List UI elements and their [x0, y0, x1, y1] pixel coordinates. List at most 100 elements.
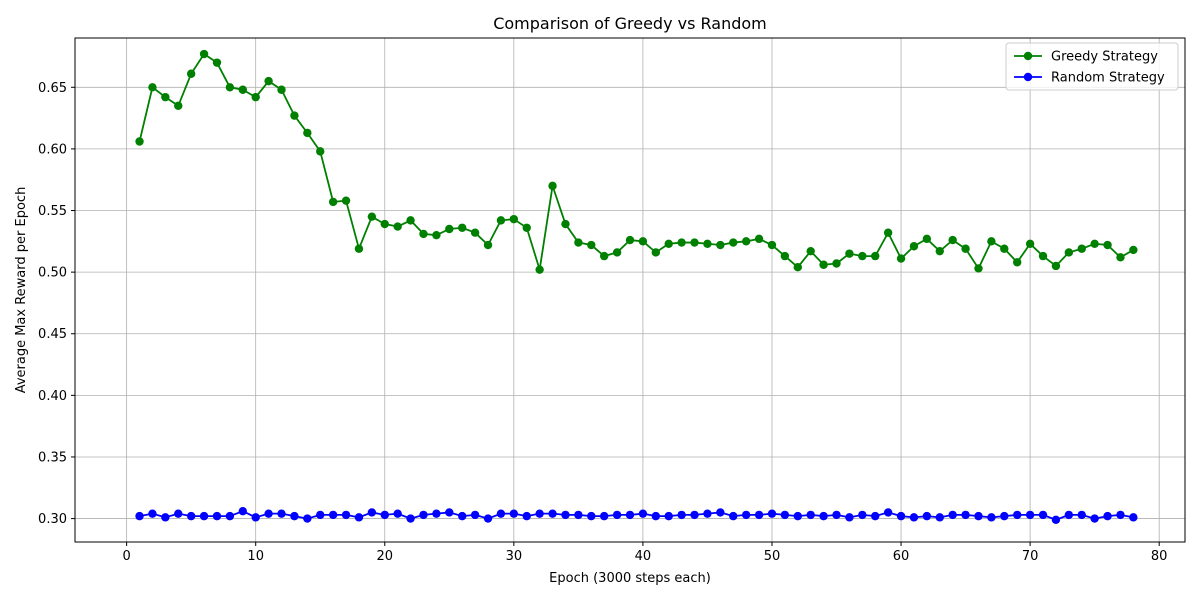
- data-point: [948, 510, 957, 520]
- data-point: [238, 506, 247, 516]
- data-point: [896, 511, 906, 521]
- data-point: [186, 69, 196, 78]
- grid: [75, 38, 1185, 542]
- data-point: [1051, 261, 1061, 271]
- data-point: [264, 76, 273, 86]
- data-point: [419, 510, 428, 520]
- data-point: [716, 240, 725, 250]
- data-point: [1077, 510, 1086, 520]
- data-point: [599, 511, 609, 521]
- data-point: [987, 513, 996, 522]
- axes: 0 10 20 30 40 50 60 70 80 0.30 0.35 0.40 0.45 0.50 0.5…: [38, 81, 1167, 564]
- data-point: [303, 514, 312, 523]
- data-point: [612, 248, 622, 257]
- data-point: [599, 251, 609, 261]
- data-point: [780, 510, 790, 520]
- data-point: [961, 244, 970, 253]
- data-point: [729, 238, 738, 247]
- data-point: [225, 511, 235, 521]
- data-point: [148, 83, 157, 92]
- data-point: [909, 242, 919, 251]
- data-point: [1090, 514, 1099, 523]
- data-point: [561, 219, 570, 229]
- data-point: [483, 240, 493, 250]
- data-point: [1116, 253, 1125, 262]
- data-point: [367, 508, 377, 517]
- data-point: [638, 509, 648, 518]
- data-point: [316, 147, 325, 156]
- data-point: [522, 223, 531, 232]
- data-point: [961, 510, 970, 520]
- data-point: [1000, 511, 1009, 521]
- x-tick-label: 80: [1151, 549, 1168, 564]
- data-point: [432, 230, 441, 240]
- y-tick-label: 0.65: [38, 81, 67, 96]
- data-point: [174, 101, 183, 110]
- data-point: [458, 223, 467, 232]
- data-point: [690, 238, 699, 247]
- data-point: [883, 228, 893, 237]
- data-point: [393, 222, 402, 231]
- data-point: [277, 509, 286, 518]
- data-point: [819, 511, 828, 521]
- data-point: [587, 240, 596, 250]
- data-point: [703, 509, 712, 518]
- data-point: [1038, 251, 1048, 261]
- data-point: [509, 509, 519, 518]
- legend-box: [1005, 42, 1179, 91]
- data-point: [186, 511, 196, 521]
- data-point: [148, 509, 157, 518]
- data-point: [677, 238, 686, 247]
- data-point: [767, 240, 777, 250]
- data-point: [651, 511, 661, 521]
- data-point: [509, 214, 519, 224]
- y-tick-label: 0.40: [38, 389, 67, 404]
- x-axis-label: Epoch (3000 steps each): [549, 571, 711, 586]
- data-point: [251, 92, 260, 102]
- data-point: [380, 219, 389, 229]
- data-point: [574, 238, 583, 247]
- data-point: [987, 237, 996, 246]
- data-point: [470, 510, 480, 520]
- data-point: [406, 216, 415, 225]
- data-point: [806, 246, 815, 256]
- data-point: [199, 49, 209, 59]
- data-point: [483, 514, 493, 523]
- data-point: [638, 237, 648, 246]
- data-point: [935, 513, 944, 522]
- data-point: [909, 513, 919, 522]
- data-point: [419, 229, 428, 239]
- data-point: [135, 511, 144, 521]
- legend-label: Random Strategy: [1051, 71, 1165, 86]
- y-tick-label: 0.30: [38, 512, 67, 527]
- data-point: [470, 228, 480, 237]
- data-point: [341, 510, 351, 520]
- data-point: [548, 181, 557, 191]
- data-point: [341, 196, 351, 205]
- series-line-0: [138, 52, 1134, 271]
- data-point: [974, 264, 983, 273]
- data-point: [754, 234, 764, 244]
- data-point: [445, 508, 454, 517]
- data-point: [883, 508, 893, 517]
- data-point: [277, 85, 286, 94]
- series-layer: [135, 49, 1138, 525]
- data-point: [316, 510, 325, 520]
- data-point: [612, 510, 622, 520]
- data-point: [806, 510, 815, 520]
- data-point: [328, 197, 338, 207]
- data-point: [1051, 515, 1061, 525]
- y-tick-label: 0.50: [38, 266, 67, 281]
- data-point: [380, 510, 389, 520]
- x-tick-label: 0: [122, 549, 130, 564]
- data-point: [690, 510, 699, 520]
- data-point: [135, 137, 144, 146]
- data-point: [561, 510, 570, 520]
- data-point: [212, 511, 222, 521]
- data-point: [729, 511, 738, 521]
- legend: Greedy Strategy Random Strategy: [1005, 42, 1179, 91]
- data-point: [767, 509, 777, 518]
- plot-frame: [74, 37, 1186, 543]
- data-point: [290, 111, 299, 120]
